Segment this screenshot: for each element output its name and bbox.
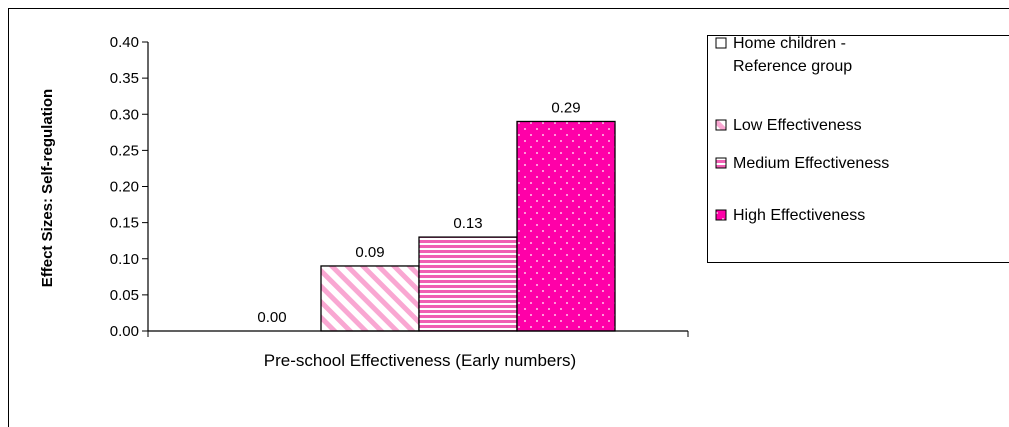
- y-tick-label: 0.25: [110, 142, 139, 159]
- legend-swatch: [715, 37, 727, 49]
- y-tick-label: 0.35: [110, 70, 139, 87]
- data-label: 0.00: [257, 309, 286, 326]
- y-tick-label: 0.30: [110, 106, 139, 123]
- legend-label: Reference group: [733, 58, 852, 75]
- legend: Home children - Reference group Low Effect…: [715, 35, 889, 224]
- y-tick-label: 0.10: [110, 251, 139, 268]
- bar: [320, 265, 420, 332]
- y-tick-label: 0.40: [110, 34, 139, 51]
- bar: [418, 236, 518, 332]
- bar: [516, 120, 616, 332]
- y-axis-title: Effect Sizes: Self-regulation: [39, 89, 56, 287]
- data-label: 0.09: [355, 244, 384, 261]
- legend-label: Low Effectiveness: [733, 117, 862, 134]
- plot-area: 0.00 0.05 0.10 0.15 0.20 0.25 0.30 0.35 0.40 0.00…: [110, 34, 689, 340]
- chart-border: [8, 8, 1009, 427]
- y-tick-label: 0.15: [110, 215, 139, 232]
- x-axis-title: Pre-school Effectiveness (Early numbers): [264, 351, 576, 370]
- legend-label: High Effectiveness: [733, 207, 865, 224]
- legend-label: Home children -: [733, 35, 846, 52]
- legend-swatch: [715, 157, 727, 169]
- data-label: 0.29: [551, 99, 580, 116]
- legend-swatch: [715, 209, 727, 221]
- legend-box: [707, 35, 1009, 263]
- data-label: 0.13: [453, 215, 482, 232]
- y-tick-label: 0.20: [110, 179, 139, 196]
- y-tick-label: 0.00: [110, 323, 139, 340]
- legend-label: Medium Effectiveness: [733, 155, 889, 172]
- legend-swatch: [715, 119, 727, 131]
- y-tick-label: 0.05: [110, 287, 139, 304]
